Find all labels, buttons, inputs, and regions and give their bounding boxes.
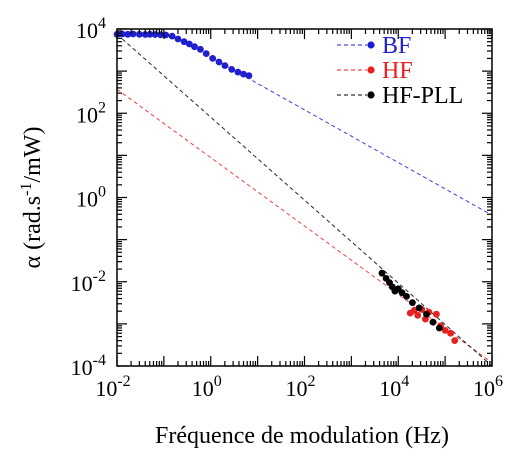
point-bf — [124, 30, 132, 38]
x-tick-label: 102 — [286, 373, 316, 401]
legend-marker — [367, 91, 375, 99]
point-hf-pll — [423, 310, 430, 318]
x-tick-label: 100 — [192, 373, 222, 401]
legend-label: BF — [382, 33, 411, 59]
fit-line-hf — [116, 88, 493, 364]
x-axis-title: Fréquence de modulation (Hz) — [155, 423, 449, 449]
fit-line-bf — [116, 33, 493, 216]
point-hf-pll — [415, 304, 423, 312]
point-hf — [414, 311, 422, 319]
point-hf — [441, 327, 449, 334]
point-bf — [240, 70, 247, 78]
ticks — [116, 28, 493, 367]
x-tick-label: 104 — [379, 373, 409, 401]
point-hf-pll — [429, 318, 437, 326]
point-bf — [146, 30, 154, 38]
point-bf — [245, 72, 253, 80]
legend-label: HF-PLL — [382, 83, 463, 109]
point-bf — [197, 45, 204, 53]
x-tick-label: 10-2 — [95, 373, 130, 401]
fit-lines — [116, 33, 493, 367]
point-bf — [174, 35, 182, 43]
point-hf-pll — [398, 289, 406, 297]
y-tick-label: 10-2 — [71, 268, 106, 296]
y-tick-label: 104 — [76, 15, 106, 43]
point-bf — [234, 68, 242, 76]
point-hf — [451, 337, 459, 344]
y-axis-title: α (rad.s-1/mW) — [18, 127, 46, 269]
point-bf — [209, 55, 217, 62]
y-tick-label: 100 — [76, 184, 106, 212]
x-tick-label: 106 — [473, 373, 503, 401]
y-tick-label: 102 — [76, 99, 106, 127]
data-points — [113, 30, 459, 344]
point-hf-pll — [378, 269, 386, 277]
point-hf — [433, 310, 440, 318]
point-bf — [168, 32, 176, 40]
point-bf — [228, 66, 236, 73]
point-hf-pll — [403, 293, 410, 300]
point-hf-pll — [435, 324, 443, 332]
point-bf — [180, 38, 188, 46]
point-bf — [186, 40, 193, 48]
point-bf — [221, 62, 229, 69]
y-tick-label: 10-4 — [71, 352, 106, 380]
point-hf — [447, 329, 454, 337]
point-bf — [215, 58, 223, 66]
point-hf-pll — [409, 299, 416, 306]
point-bf — [136, 30, 143, 38]
legend-label: HF — [382, 58, 413, 84]
legend-marker — [367, 41, 375, 49]
point-bf — [202, 50, 210, 57]
point-bf — [191, 43, 198, 51]
legend-marker — [367, 66, 375, 74]
